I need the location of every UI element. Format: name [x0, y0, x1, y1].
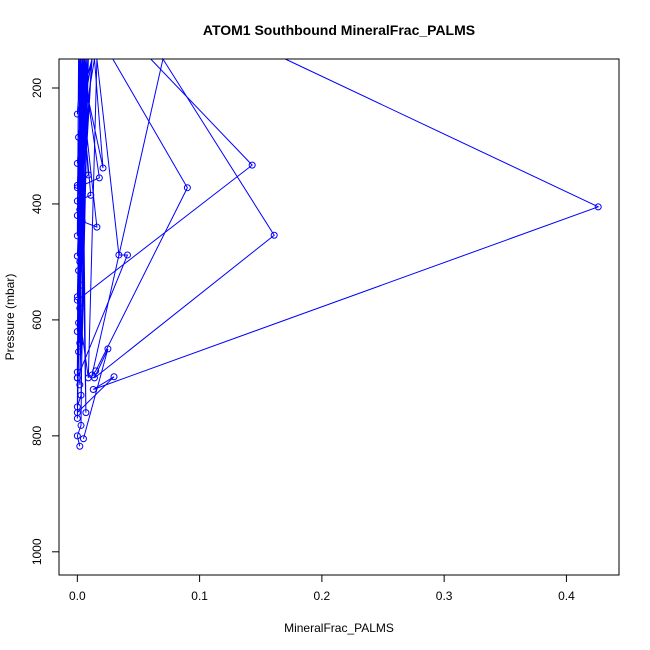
plot-frame: [58, 58, 620, 576]
data-point: [77, 281, 85, 289]
data-point: [87, 191, 95, 199]
data-point: [73, 327, 81, 335]
data-point: [73, 296, 81, 304]
data-point: [76, 381, 84, 389]
data-point: [76, 442, 84, 450]
data-point: [270, 231, 278, 239]
data-point: [73, 374, 81, 382]
data-layer: [73, 57, 602, 450]
data-point: [73, 159, 81, 167]
data-point: [115, 251, 123, 259]
y-tick-label: 400: [30, 194, 44, 214]
y-tick-label: 800: [30, 426, 44, 446]
data-point: [73, 110, 81, 118]
data-point: [89, 385, 97, 393]
data-point: [73, 232, 81, 240]
data-point: [73, 409, 81, 417]
data-point: [93, 223, 101, 231]
data-point: [183, 184, 191, 192]
series-2-line: [76, 58, 253, 379]
data-point: [90, 374, 98, 382]
x-tick-label: 0.3: [436, 589, 453, 603]
data-point: [104, 345, 112, 353]
x-tick-label: 0.0: [69, 589, 86, 603]
y-axis-title: Pressure (mbar): [3, 274, 17, 361]
data-point: [95, 174, 103, 182]
data-point: [77, 241, 85, 249]
data-point: [77, 391, 85, 399]
data-point: [73, 181, 81, 189]
y-tick-label: 600: [30, 310, 44, 330]
data-point: [75, 267, 83, 275]
x-tick-label: 0.4: [558, 589, 575, 603]
series-4-line: [76, 58, 600, 414]
data-point: [248, 161, 256, 169]
chart-title: ATOM1 Southbound MineralFrac_PALMS: [203, 22, 475, 38]
data-point: [73, 432, 81, 440]
data-point: [78, 217, 86, 225]
data-point: [123, 251, 131, 259]
data-point: [77, 188, 85, 196]
data-point: [110, 373, 118, 381]
data-point: [73, 184, 81, 192]
x-tick-label: 0.2: [314, 589, 331, 603]
x-tick-label: 0.1: [191, 589, 208, 603]
data-point: [73, 252, 81, 260]
y-tick-label: 200: [30, 78, 44, 98]
data-point: [75, 348, 83, 356]
data-point: [79, 435, 87, 443]
data-point: [76, 206, 84, 214]
data-point: [75, 319, 83, 327]
data-point: [92, 367, 100, 375]
data-point: [76, 339, 84, 347]
data-point: [594, 203, 602, 211]
x-axis-title: MineralFrac_PALMS: [284, 621, 394, 635]
y-tick-label: 1000: [30, 538, 44, 565]
data-point: [84, 171, 92, 179]
data-point: [77, 421, 85, 429]
data-point: [73, 197, 81, 205]
data-point: [82, 409, 90, 417]
data-point: [76, 304, 84, 312]
data-point: [75, 133, 83, 141]
data-point: [73, 212, 81, 220]
data-point: [76, 258, 84, 266]
data-point: [99, 164, 107, 172]
